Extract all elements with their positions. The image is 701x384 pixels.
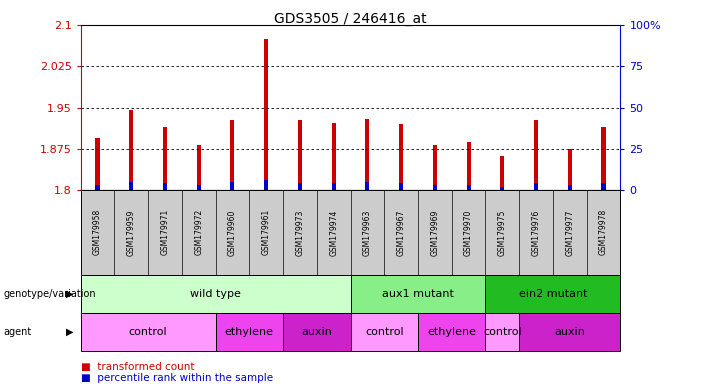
Bar [433, 145, 437, 190]
Bar [231, 120, 234, 190]
Bar [365, 119, 369, 190]
Text: GSM179978: GSM179978 [599, 209, 608, 255]
Bar [365, 182, 369, 190]
Text: GDS3505 / 246416_at: GDS3505 / 246416_at [274, 12, 427, 25]
Bar [534, 184, 538, 190]
Bar [433, 185, 437, 190]
Text: ■  transformed count: ■ transformed count [81, 362, 194, 372]
Bar [95, 138, 100, 190]
Text: GSM179977: GSM179977 [565, 209, 574, 255]
Text: auxin: auxin [301, 327, 332, 337]
Text: GSM179961: GSM179961 [261, 209, 271, 255]
Text: GSM179970: GSM179970 [464, 209, 473, 255]
Text: wild type: wild type [190, 289, 241, 299]
Bar [298, 120, 302, 190]
Bar [264, 180, 268, 190]
Bar [399, 184, 403, 190]
Text: GSM179963: GSM179963 [363, 209, 372, 255]
Text: control: control [483, 327, 522, 337]
Text: ▶: ▶ [66, 289, 74, 299]
Text: GSM179971: GSM179971 [161, 209, 170, 255]
Bar [129, 110, 133, 190]
Bar [332, 123, 336, 190]
Bar [399, 124, 403, 190]
Text: GSM179973: GSM179973 [295, 209, 304, 255]
Bar [129, 182, 133, 190]
Bar [568, 185, 572, 190]
Text: ethylene: ethylene [225, 327, 274, 337]
Bar [298, 184, 302, 190]
Bar [601, 184, 606, 190]
Text: GSM179976: GSM179976 [531, 209, 540, 255]
Bar [601, 127, 606, 190]
Bar [568, 149, 572, 190]
Text: GSM179972: GSM179972 [194, 209, 203, 255]
Text: auxin: auxin [554, 327, 585, 337]
Text: genotype/variation: genotype/variation [4, 289, 96, 299]
Text: GSM179960: GSM179960 [228, 209, 237, 255]
Bar [231, 182, 234, 190]
Bar [163, 127, 167, 190]
Text: GSM179958: GSM179958 [93, 209, 102, 255]
Text: ▶: ▶ [66, 327, 74, 337]
Bar [264, 39, 268, 190]
Bar [197, 185, 200, 190]
Text: GSM179967: GSM179967 [397, 209, 406, 255]
Bar [467, 142, 470, 190]
Text: agent: agent [4, 327, 32, 337]
Bar [534, 120, 538, 190]
Text: ein2 mutant: ein2 mutant [519, 289, 587, 299]
Bar [197, 145, 200, 190]
Text: control: control [365, 327, 404, 337]
Text: GSM179969: GSM179969 [430, 209, 440, 255]
Text: GSM179974: GSM179974 [329, 209, 338, 255]
Text: GSM179975: GSM179975 [498, 209, 507, 255]
Bar [501, 187, 504, 190]
Bar [467, 185, 470, 190]
Bar [501, 156, 504, 190]
Text: GSM179959: GSM179959 [127, 209, 136, 255]
Text: control: control [129, 327, 168, 337]
Text: aux1 mutant: aux1 mutant [382, 289, 454, 299]
Bar [95, 185, 100, 190]
Bar [163, 184, 167, 190]
Bar [332, 184, 336, 190]
Text: ethylene: ethylene [427, 327, 476, 337]
Text: ■  percentile rank within the sample: ■ percentile rank within the sample [81, 373, 273, 383]
